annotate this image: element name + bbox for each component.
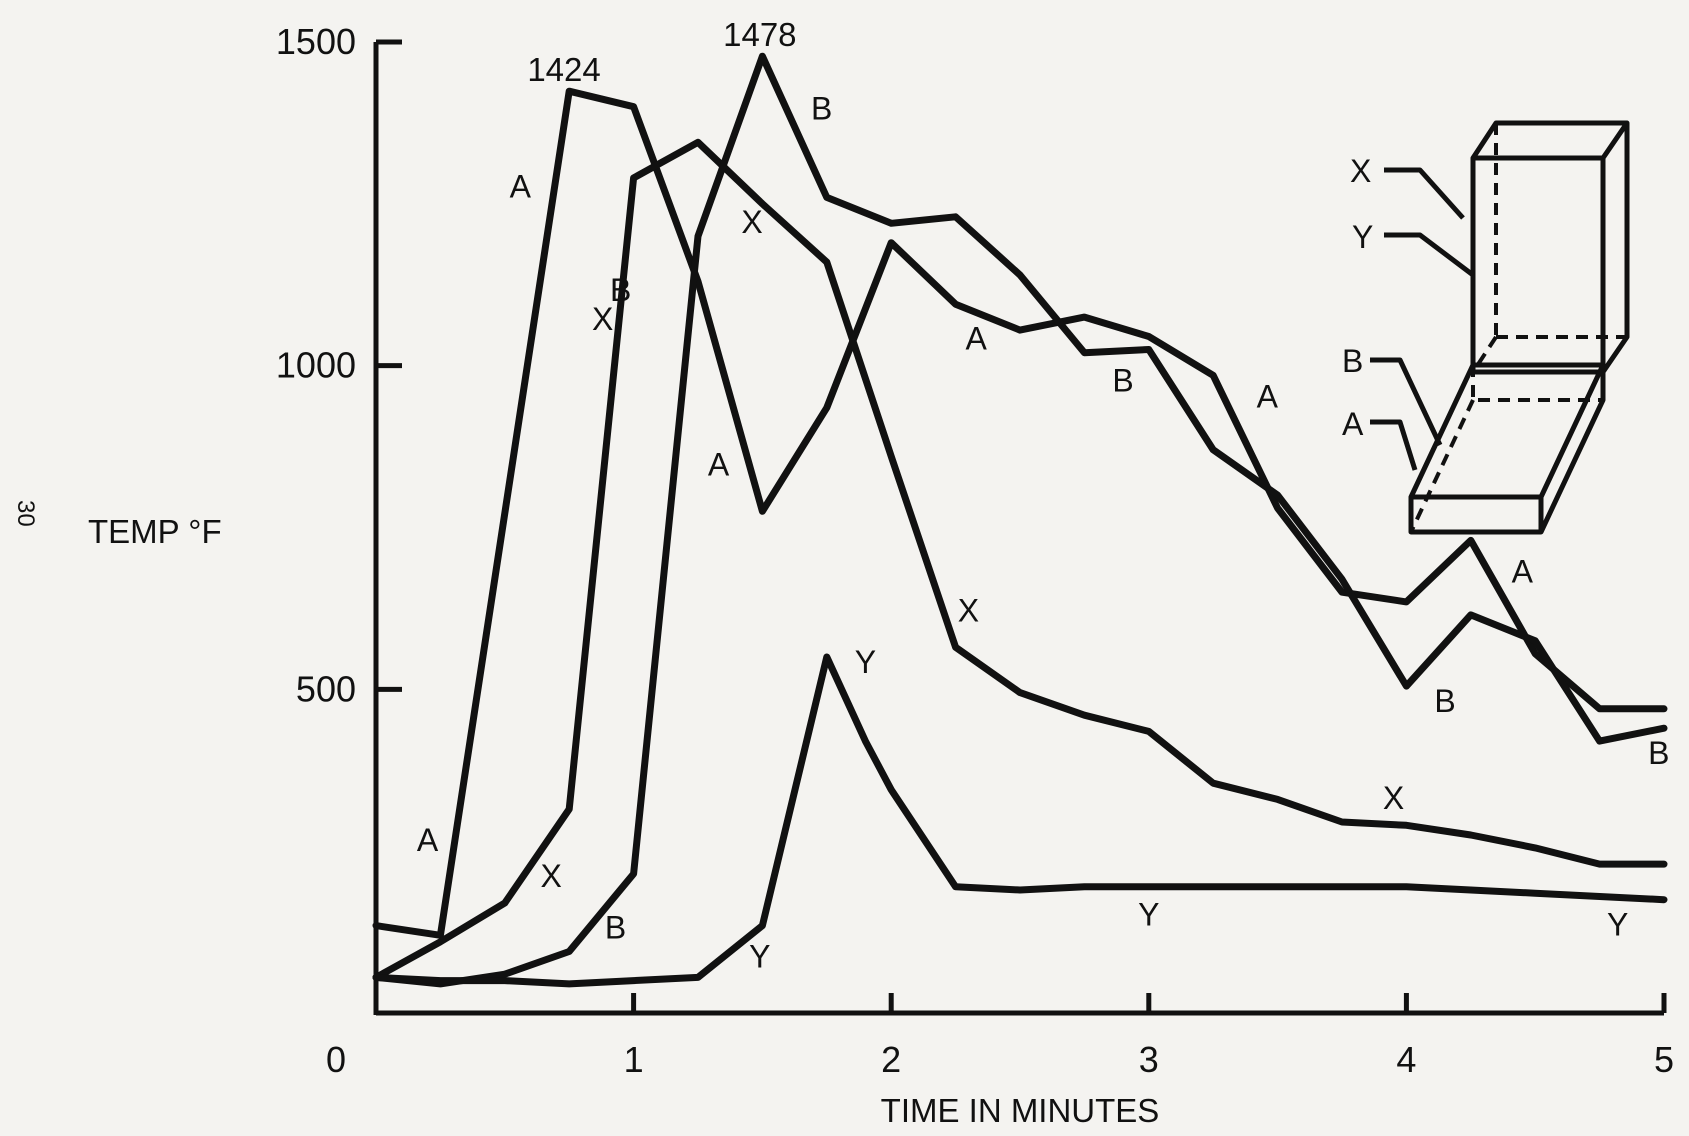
leader-x	[1384, 167, 1465, 220]
series-label-a: A	[708, 447, 730, 483]
series-label-y: Y	[855, 644, 876, 680]
leader-a	[1370, 419, 1418, 471]
inset-label-b: B	[1342, 343, 1363, 379]
inset-label-a: A	[1342, 406, 1364, 442]
series-label-x: X	[1383, 780, 1404, 816]
leader-y	[1384, 232, 1475, 277]
series-line-x	[372, 138, 1668, 981]
series-line-y	[372, 653, 1668, 988]
x-axis-title: TIME IN MINUTES	[881, 1092, 1160, 1129]
x-tick-label: 4	[1396, 1039, 1416, 1080]
series-label-b: B	[1434, 683, 1455, 719]
x-tick-label: 0	[326, 1039, 346, 1080]
peak-value-label: 1424	[527, 51, 600, 88]
series-label-a: A	[417, 822, 439, 858]
series-label-a: A	[966, 320, 988, 356]
series-label-b: B	[1648, 735, 1669, 771]
x-tick-label: 2	[881, 1039, 901, 1080]
x-tick-label: 1	[624, 1039, 644, 1080]
series-label-x: X	[540, 858, 561, 894]
series-line-b	[372, 52, 1668, 988]
series-line-a	[372, 87, 1668, 939]
x-tick-label: 3	[1139, 1039, 1159, 1080]
series-label-y: Y	[1138, 897, 1159, 933]
peak-annotations: 1424 1478	[527, 16, 796, 88]
series-label-x: X	[958, 592, 979, 628]
inset-label-x: X	[1350, 153, 1371, 189]
series-label-y: Y	[749, 939, 770, 975]
series-label-x: X	[741, 204, 762, 240]
axis-ticks: 0 1 2 3 4 5 500 1000 1500	[276, 21, 1674, 1080]
y-tick-label: 1500	[276, 21, 356, 62]
x-tick-label: 5	[1654, 1039, 1674, 1080]
y-tick-label: 500	[296, 668, 356, 709]
base-plate-outline	[1408, 362, 1606, 500]
series-lines	[372, 52, 1668, 988]
vertical-plate-hidden-edges	[1471, 123, 1627, 374]
series-label-b: B	[605, 910, 626, 946]
series-label-a: A	[510, 168, 532, 204]
series-label-b: B	[1112, 363, 1133, 399]
page-number: 30	[12, 500, 39, 527]
base-plate-front	[1408, 365, 1606, 535]
specimen-schematic: X Y B A	[1342, 120, 1630, 535]
peak-value-label: 1478	[723, 16, 796, 53]
series-label-a: A	[1512, 554, 1534, 590]
y-tick-label: 1000	[276, 345, 356, 386]
leader-b	[1370, 357, 1443, 447]
series-label-a: A	[1257, 379, 1279, 415]
y-axis-title: TEMP °F	[88, 513, 222, 550]
series-label-b: B	[811, 91, 832, 127]
base-plate-hidden-edges	[1409, 365, 1603, 533]
series-label-y: Y	[1607, 906, 1628, 942]
series-label-b: B	[610, 272, 631, 308]
inset-label-y: Y	[1352, 219, 1373, 255]
series-label-x: X	[592, 301, 613, 337]
